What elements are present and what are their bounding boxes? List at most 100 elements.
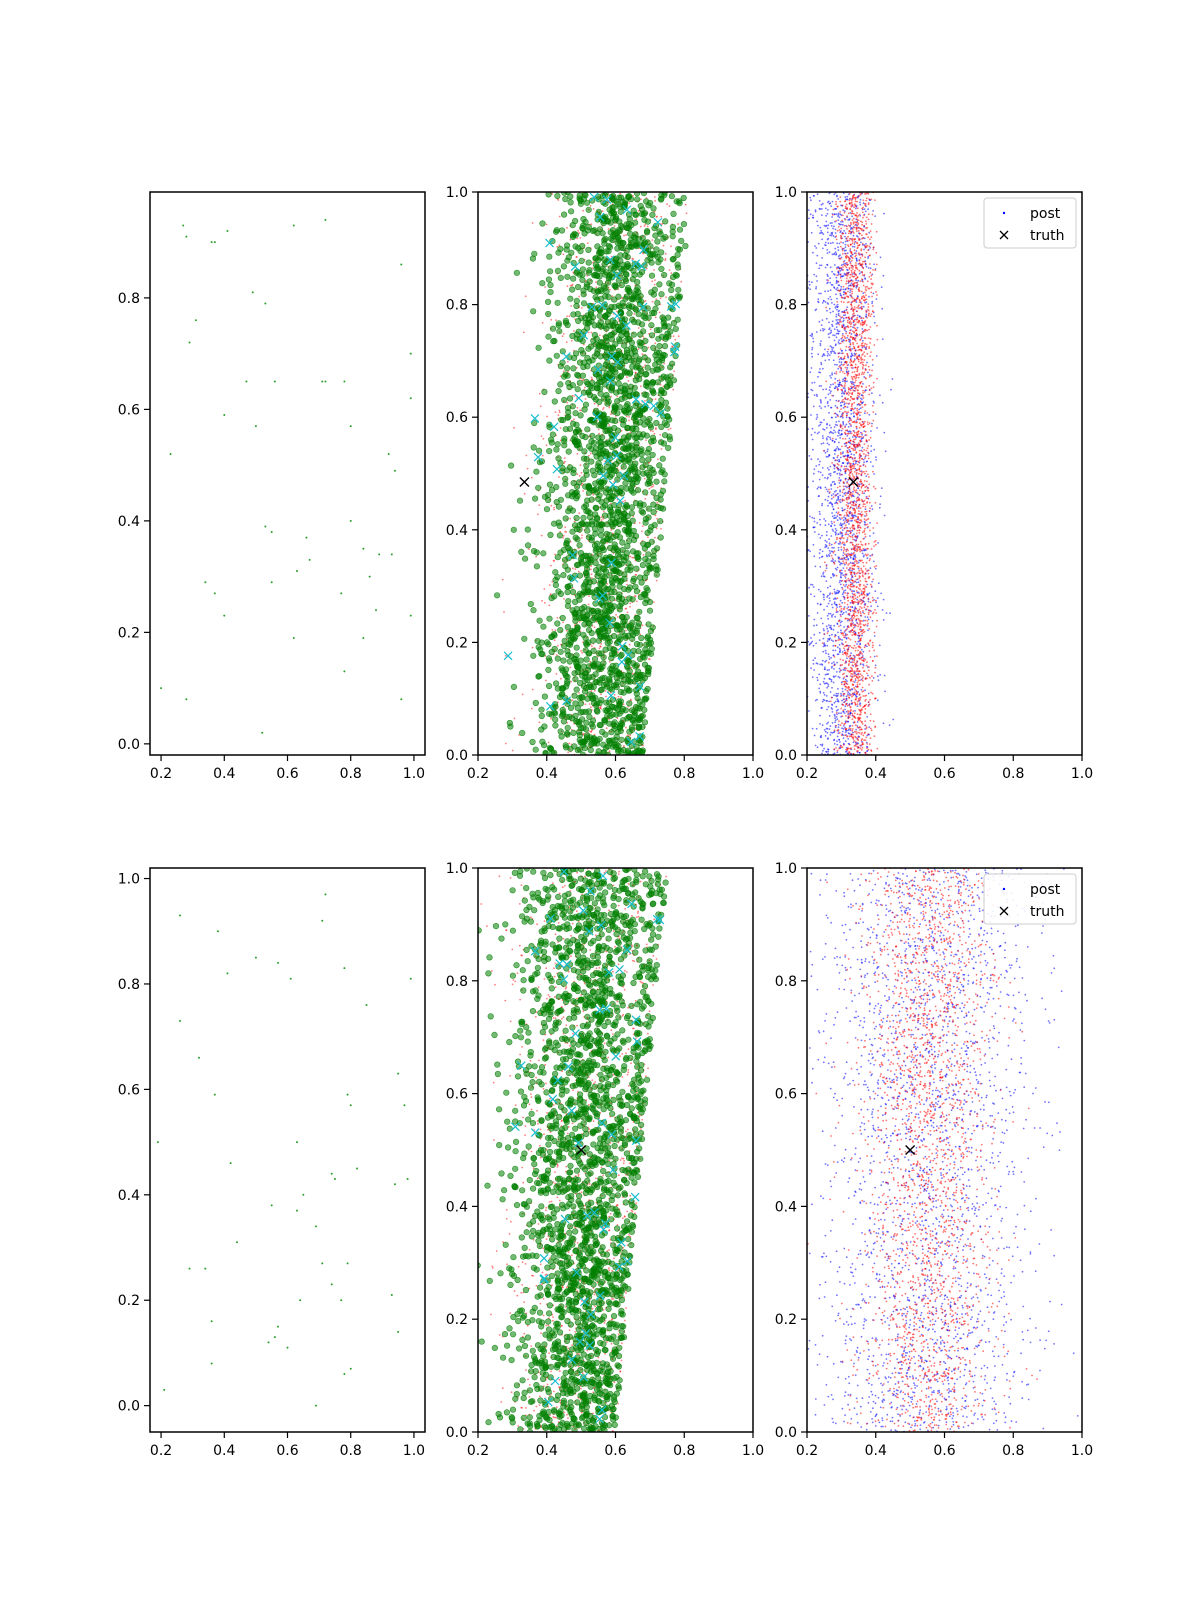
point: [853, 626, 856, 628]
point: [834, 649, 837, 652]
point: [655, 335, 662, 342]
point: [850, 282, 853, 284]
point: [881, 609, 884, 611]
point: [628, 504, 636, 511]
point: [827, 297, 830, 300]
point: [542, 750, 549, 755]
point: [223, 614, 226, 617]
point: [641, 399, 650, 409]
point: [566, 315, 568, 318]
point: [599, 556, 606, 563]
point: [650, 486, 653, 488]
point: [836, 297, 838, 300]
point: [635, 600, 638, 603]
point: [650, 205, 657, 212]
point: [635, 732, 645, 741]
point: [616, 591, 623, 598]
point: [813, 734, 816, 737]
point: [629, 363, 636, 370]
point: [567, 199, 574, 206]
point: [636, 705, 643, 712]
point: [620, 407, 628, 415]
point: [586, 242, 589, 245]
point: [541, 388, 548, 396]
point: [628, 419, 630, 422]
point: [570, 262, 580, 271]
point: [564, 273, 571, 280]
point: [625, 537, 633, 545]
point: [882, 274, 885, 277]
point: [879, 503, 881, 505]
point: [819, 344, 822, 347]
point: [321, 380, 324, 383]
point: [836, 287, 839, 289]
point: [873, 635, 876, 637]
point: [625, 243, 633, 250]
point: [835, 319, 838, 321]
point: [815, 262, 818, 265]
point: [518, 734, 520, 736]
point: [818, 200, 821, 202]
point: [674, 316, 681, 323]
point: [548, 439, 555, 446]
point: [844, 577, 847, 579]
point: [584, 426, 591, 433]
point: [883, 674, 886, 677]
point: [185, 235, 188, 238]
point: [591, 655, 599, 663]
point: [560, 657, 567, 664]
point: [593, 689, 596, 692]
point: [824, 666, 826, 669]
point: [573, 418, 575, 421]
point: [852, 731, 854, 734]
point: [832, 383, 834, 386]
point: [841, 380, 844, 383]
point: [541, 693, 549, 700]
point: [581, 670, 589, 677]
point: [555, 388, 562, 395]
point: [643, 225, 646, 227]
point: [826, 212, 829, 215]
point: [539, 280, 546, 287]
x-tick-label: 0.8: [340, 766, 362, 782]
point: [814, 245, 816, 248]
point: [635, 724, 643, 731]
point: [562, 426, 569, 433]
point: [646, 225, 649, 228]
point: [631, 395, 641, 404]
point: [668, 205, 671, 207]
point: [657, 458, 659, 461]
point: [814, 431, 816, 434]
point: [548, 633, 556, 640]
point: [660, 319, 667, 327]
point: [833, 387, 836, 390]
point: [552, 228, 560, 235]
point: [606, 691, 616, 700]
point: [655, 259, 662, 266]
point: [589, 706, 592, 709]
point: [610, 413, 612, 416]
point: [557, 274, 564, 282]
point: [638, 241, 645, 248]
point: [844, 235, 846, 238]
point: [849, 601, 852, 604]
point: [838, 590, 840, 592]
point: [621, 369, 629, 376]
point: [812, 472, 815, 475]
point: [608, 406, 611, 409]
point: [590, 223, 593, 226]
point: [618, 396, 625, 403]
point: [554, 411, 557, 413]
point: [854, 407, 856, 410]
point: [784, 663, 786, 665]
point: [625, 726, 627, 729]
point: [541, 599, 543, 602]
point: [545, 641, 552, 648]
point: [833, 743, 836, 745]
point: [828, 454, 831, 457]
point: [631, 348, 639, 355]
point: [572, 490, 579, 497]
point: [657, 403, 664, 410]
point: [592, 493, 595, 496]
point: [654, 200, 656, 202]
